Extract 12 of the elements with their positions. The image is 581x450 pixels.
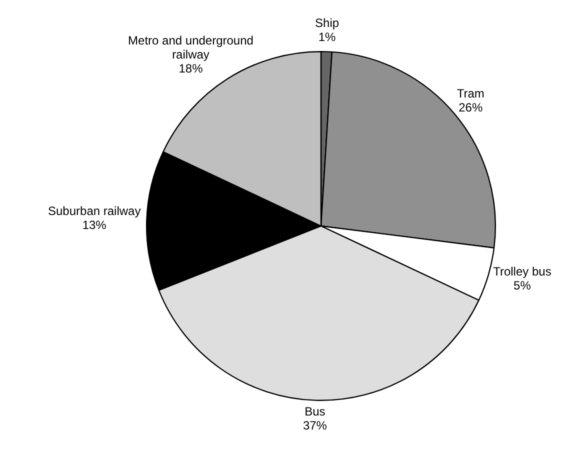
slice-label: Trolley bus [493,264,552,279]
slice-label: Ship [315,16,340,30]
slice-label: Bus [304,404,326,419]
data-label: 1% [318,30,336,44]
data-label: 18% [178,61,204,76]
slice-label: Metro and underground railway [128,33,254,62]
data-label: 37% [302,418,328,433]
data-label: 13% [82,218,107,232]
data-label: 26% [458,100,483,114]
slice-label: Suburban railway [48,204,141,218]
slice-label: Tram [456,86,484,100]
data-label: 5% [514,278,532,293]
